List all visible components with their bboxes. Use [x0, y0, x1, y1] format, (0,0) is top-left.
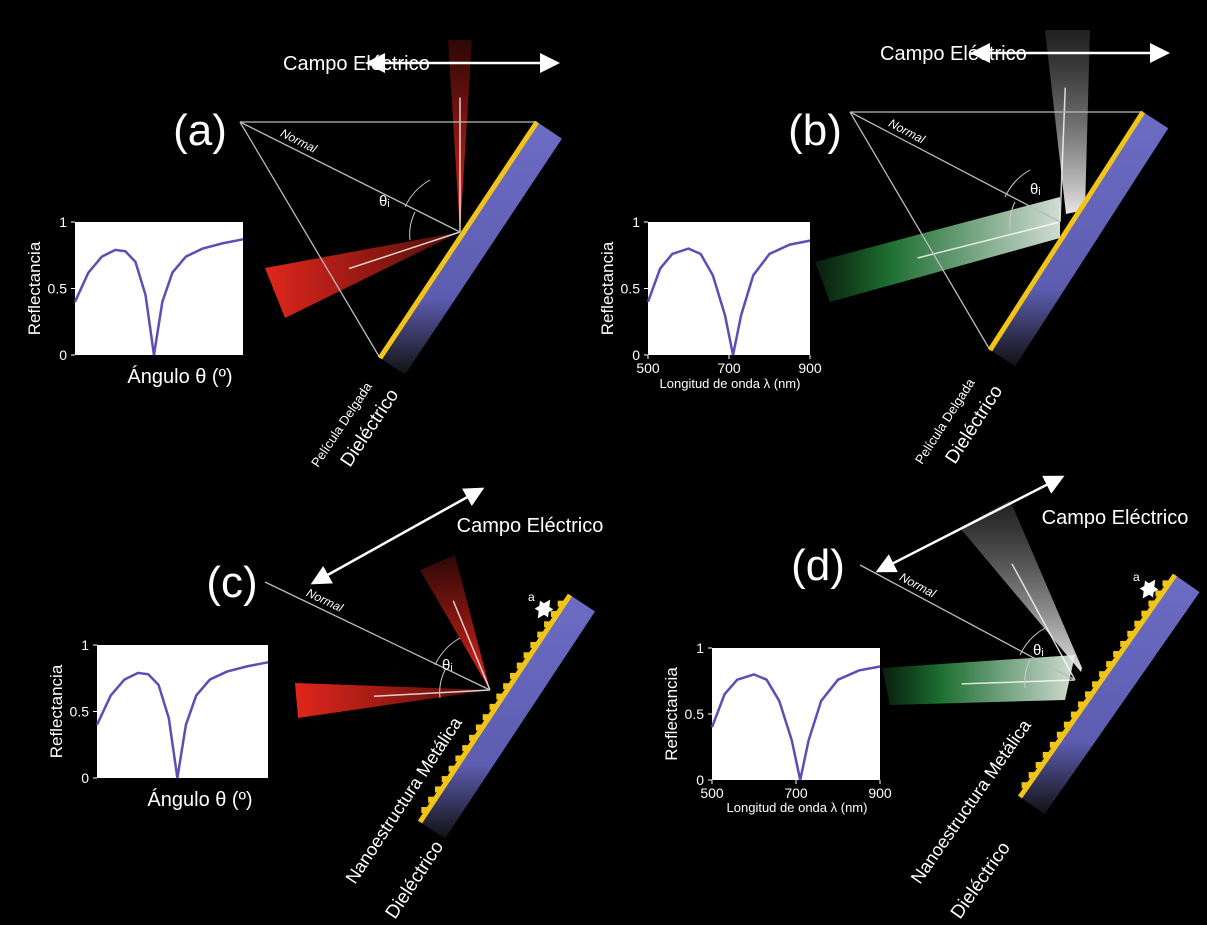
field-label: Campo Eléctrico — [457, 515, 604, 537]
x-tick-label: 700 — [784, 785, 808, 801]
y-tick-label: 0.5 — [621, 281, 641, 297]
nanostructure — [530, 642, 536, 648]
nanostructure — [1106, 661, 1112, 667]
nanostructure — [455, 755, 461, 761]
nanostructure — [551, 611, 557, 617]
nanostructure — [1043, 752, 1049, 758]
nanostructure — [476, 724, 482, 730]
panel-label: (d) — [791, 541, 845, 590]
x-tick-label: 500 — [636, 360, 660, 376]
y-tick-label: 1 — [59, 214, 67, 230]
x-axis-label: Ángulo θ (º) — [147, 788, 252, 811]
nanostructure — [469, 735, 475, 741]
plot-area — [97, 645, 268, 778]
nanostructure — [462, 745, 468, 751]
nanostructure — [421, 807, 427, 813]
nanostructure — [1162, 580, 1168, 586]
nanostructure — [1064, 722, 1070, 728]
inset-chart — [97, 645, 268, 778]
nanostructure — [496, 694, 502, 700]
y-axis-label: Reflectancia — [47, 664, 66, 758]
y-tick-label: 0.5 — [70, 704, 90, 720]
page: {"panels": [ {"label": "(a)", "field_lab… — [0, 0, 1207, 925]
inset-chart — [648, 222, 810, 355]
nanostructure — [1134, 621, 1140, 627]
nanostructure — [1022, 782, 1028, 788]
nanostructure — [537, 632, 543, 638]
y-axis-label: Reflectancia — [662, 667, 681, 761]
panel-label: (b) — [788, 106, 842, 155]
nanostructure — [1155, 590, 1161, 596]
x-tick-label: 700 — [717, 360, 741, 376]
theta-label: θᵢ — [1030, 181, 1041, 198]
nanostructure — [1099, 671, 1105, 677]
x-tick-label: 500 — [700, 785, 724, 801]
y-tick-label: 1 — [632, 214, 640, 230]
field-label: Campo Eléctrico — [1042, 507, 1189, 529]
nanostructure — [1127, 631, 1133, 637]
panel-label: (a) — [173, 106, 227, 155]
nanostructure — [1092, 681, 1098, 687]
nanostructure — [1120, 641, 1126, 647]
nanostructure — [1057, 732, 1063, 738]
x-axis-label: Ángulo θ (º) — [127, 365, 232, 388]
nanostructure — [558, 601, 564, 607]
nanostructure — [1113, 651, 1119, 657]
nanostructure — [1071, 712, 1077, 718]
nanostructure — [1141, 611, 1147, 617]
nanostructure — [1078, 701, 1084, 707]
plot-area — [75, 222, 243, 355]
nanostructure — [517, 663, 523, 669]
nanostructure — [524, 652, 530, 658]
nanostructure — [1036, 762, 1042, 768]
y-tick-label: 0 — [81, 770, 89, 786]
y-axis-label: Reflectancia — [598, 241, 617, 335]
nanostructure — [1050, 742, 1056, 748]
nanostructure — [489, 704, 495, 710]
y-tick-label: 0.5 — [685, 706, 705, 722]
x-tick-label: 900 — [798, 360, 822, 376]
nanostructure — [483, 714, 489, 720]
nanostructure — [1029, 772, 1035, 778]
nanostructure — [435, 786, 441, 792]
nanostructure — [503, 683, 509, 689]
x-axis-label: Longitud de onda λ (nm) — [660, 376, 801, 391]
nanostructure — [449, 766, 455, 772]
theta-label: θᵢ — [1033, 642, 1044, 659]
nanostructure — [1148, 601, 1154, 607]
y-tick-label: 1 — [81, 637, 89, 653]
nanostructure — [544, 621, 550, 627]
y-tick-label: 1 — [696, 640, 704, 656]
y-tick-label: 0 — [59, 347, 67, 363]
theta-label: θᵢ — [379, 193, 390, 210]
nanostructure — [428, 797, 434, 803]
nanostructure — [442, 776, 448, 782]
y-tick-label: 0.5 — [48, 281, 68, 297]
period-label: a — [528, 590, 535, 604]
x-axis-label: Longitud de onda λ (nm) — [727, 800, 868, 815]
inset-chart — [75, 222, 243, 355]
panel-label: (c) — [206, 558, 257, 607]
x-tick-label: 900 — [868, 785, 892, 801]
period-label: a — [1133, 570, 1140, 584]
theta-label: θᵢ — [442, 657, 453, 674]
y-axis-label: Reflectancia — [25, 241, 44, 335]
nanostructure — [510, 673, 516, 679]
nanostructure — [1085, 691, 1091, 697]
figure: (a)Campo EléctricoNormalθᵢPelícula Delga… — [0, 0, 1207, 925]
inset-chart — [712, 648, 880, 780]
